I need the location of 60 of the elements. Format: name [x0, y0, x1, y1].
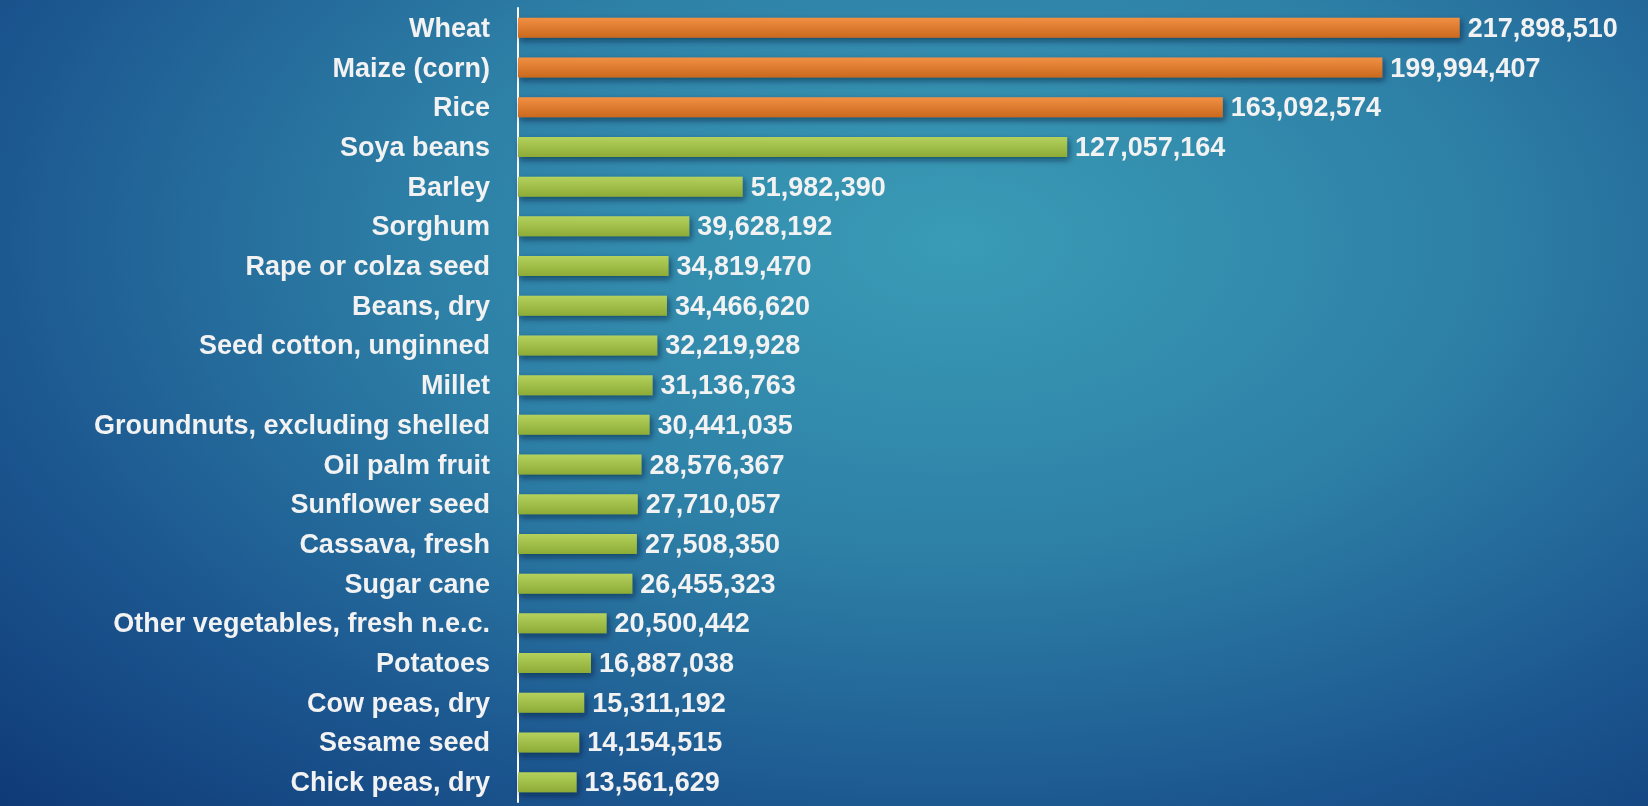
bar	[518, 136, 1068, 157]
bar	[518, 653, 591, 674]
bar	[518, 97, 1223, 118]
data-label: 15,311,192	[592, 687, 726, 718]
data-label: 26,455,323	[640, 568, 776, 599]
data-label: 16,887,038	[598, 648, 735, 679]
bar	[518, 17, 1460, 38]
data-label: 20,500,442	[614, 608, 750, 639]
y-tick-label: Cow peas, dry	[306, 687, 490, 718]
bar	[518, 414, 650, 435]
y-tick-label: Sesame seed	[318, 727, 490, 758]
data-label: 32,219,928	[665, 330, 801, 361]
y-tick-label: Maize (corn)	[332, 52, 490, 83]
data-label: 30,441,035	[657, 409, 793, 440]
y-tick-label: Sorghum	[371, 211, 490, 242]
bar	[518, 494, 638, 515]
data-label: 31,136,763	[660, 370, 796, 401]
data-label: 51,982,390	[750, 171, 886, 202]
y-tick-label: Beans, dry	[351, 290, 490, 321]
y-tick-label: Chick peas, dry	[290, 767, 490, 798]
bar	[518, 732, 580, 753]
bar	[518, 573, 633, 594]
y-tick-label: Oil palm fruit	[323, 449, 490, 480]
data-label: 14,154,515	[587, 727, 723, 758]
data-label: 13,561,629	[584, 767, 720, 798]
y-tick-label: Seed cotton, unginned	[199, 330, 490, 361]
y-tick-label: Groundnuts, excluding shelled	[93, 409, 490, 440]
bar	[518, 533, 637, 554]
data-label: 34,819,470	[676, 251, 812, 282]
data-label: 217,898,510	[1467, 12, 1618, 43]
y-tick-label: Rice	[432, 92, 490, 123]
bar	[518, 335, 658, 356]
data-label: 127,057,164	[1075, 131, 1226, 162]
bar	[518, 772, 577, 793]
bar	[518, 613, 607, 634]
data-label: 34,466,620	[674, 290, 811, 321]
bar	[518, 454, 642, 475]
y-tick-label: Millet	[420, 370, 490, 401]
y-tick-label: Cassava, fresh	[299, 528, 490, 559]
data-label: 199,994,407	[1390, 52, 1541, 83]
data-label: 163,092,574	[1230, 92, 1381, 123]
data-label: 39,628,192	[697, 211, 833, 242]
y-tick-label: Wheat	[409, 12, 491, 43]
data-label: 28,576,367	[649, 449, 785, 480]
y-tick-label: Soya beans	[339, 131, 490, 162]
y-tick-label: Sugar cane	[344, 568, 490, 599]
bar	[518, 176, 743, 197]
data-label: 27,710,057	[645, 489, 781, 520]
bar	[518, 295, 667, 316]
bar	[518, 57, 1383, 78]
y-tick-label: Potatoes	[375, 648, 490, 679]
y-tick-label: Rape or colza seed	[245, 251, 490, 282]
bar	[518, 375, 653, 396]
bar	[518, 216, 690, 237]
y-tick-label: Other vegetables, fresh n.e.c.	[113, 608, 490, 639]
data-label: 27,508,350	[644, 528, 781, 559]
y-tick-label: Sunflower seed	[290, 489, 490, 520]
bar	[518, 692, 585, 713]
bar	[518, 256, 669, 277]
y-tick-label: Barley	[407, 171, 490, 202]
